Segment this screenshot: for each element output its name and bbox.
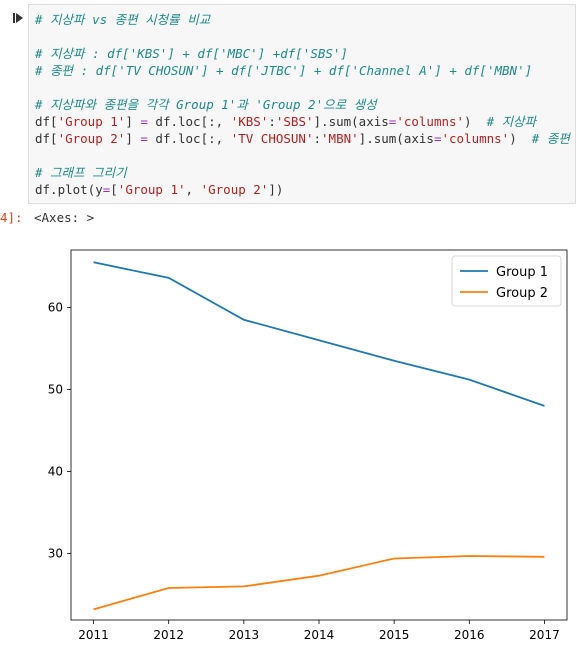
code-token: 'columns' (441, 131, 510, 146)
code-token: 'Group 1' (117, 182, 186, 197)
y-tick-label: 30 (48, 547, 63, 561)
code-token: df.plot(y (35, 182, 103, 197)
code-token: 'Group 2' (200, 182, 269, 197)
line-chart: 2011 2012 2013 2014 2015 2016 2017 30 40 50 60 Grou… (48, 249, 568, 642)
x-tick-label: 2016 (454, 628, 485, 642)
legend-label-1: Group 1 (496, 265, 548, 280)
code-token: # 종편 : df['TV CHOSUN'] + df['JTBC'] + df… (35, 63, 533, 78)
code-token: ] (125, 131, 141, 146)
code-token: 'Group 2' (57, 131, 126, 146)
code-line: # 그래프 그리기 (35, 164, 570, 181)
legend-box (451, 255, 562, 307)
code-line (35, 28, 570, 45)
code-token: # 종편 (531, 131, 570, 146)
code-line: # 지상파 : df['KBS'] + df['MBC'] +df['SBS'] (35, 45, 570, 62)
code-token: , (185, 182, 201, 197)
code-token: = (140, 131, 148, 146)
code-token: 'Group 1' (57, 114, 126, 129)
code-token: = (140, 114, 148, 129)
code-token: [ (110, 182, 118, 197)
code-token: df[ (35, 114, 58, 129)
code-token: ) (464, 114, 487, 129)
code-line: df['Group 1'] = df.loc[:, 'KBS':'SBS'].s… (35, 113, 570, 130)
code-input-area[interactable]: # 지상파 vs 종편 시청률 비교 # 지상파 : df['KBS'] + df… (28, 4, 576, 204)
run-cell-icon[interactable] (12, 12, 24, 24)
code-token: # 지상파와 종편을 각각 Group 1'과 'Group 2'으로 생성 (35, 97, 377, 112)
y-tick-label: 40 (48, 465, 63, 479)
code-token: 'MBN' (321, 131, 359, 146)
code-token: ) (509, 131, 532, 146)
code-line: df['Group 2'] = df.loc[:, 'TV CHOSUN':'M… (35, 130, 570, 147)
legend-label-2: Group 2 (496, 286, 548, 301)
code-token: # 지상파 vs 종편 시청률 비교 (35, 12, 211, 27)
code-token: = (102, 182, 111, 197)
code-token: : (268, 114, 276, 129)
x-tick-label: 2012 (153, 628, 184, 642)
series-line-2 (93, 555, 545, 611)
series-line-1 (93, 261, 545, 407)
code-token: = (433, 131, 442, 146)
code-token: # 지상파 (486, 114, 537, 129)
code-token: = (388, 114, 397, 129)
code-token: ]) (268, 182, 284, 197)
output-text: <Axes: > (34, 210, 95, 225)
x-tick-label: 2014 (304, 628, 335, 642)
code-token: 'TV CHOSUN' (230, 131, 314, 146)
code-line: df.plot(y=['Group 1', 'Group 2']) (35, 181, 570, 198)
code-line: # 지상파와 종편을 각각 Group 1'과 'Group 2'으로 생성 (35, 96, 570, 113)
code-line: # 종편 : df['TV CHOSUN'] + df['JTBC'] + df… (35, 62, 570, 79)
code-token: # 지상파 : df['KBS'] + df['MBC'] +df['SBS'] (35, 46, 348, 61)
code-line (35, 79, 570, 96)
code-token: 'SBS' (275, 114, 314, 129)
x-tick-label: 2017 (529, 628, 560, 642)
x-tick-label: 2013 (229, 628, 260, 642)
y-tick-label: 60 (48, 300, 63, 314)
code-token: # 그래프 그리기 (35, 165, 127, 180)
y-tick-label: 50 (48, 382, 63, 396)
code-token: ].sum(axis (313, 114, 389, 129)
code-token: df.loc[:, (147, 131, 231, 146)
code-token: df.loc[:, (147, 114, 231, 129)
code-line (35, 147, 570, 164)
code-token: : (313, 131, 322, 146)
code-token: 'KBS' (230, 114, 269, 129)
code-token: ].sum(axis (358, 131, 434, 146)
x-tick-label: 2015 (379, 628, 410, 642)
output-prompt: 4]: (0, 210, 23, 225)
code-token: 'columns' (396, 114, 465, 129)
code-editor[interactable]: # 지상파 vs 종편 시청률 비교 # 지상파 : df['KBS'] + df… (35, 11, 570, 198)
x-tick-label: 2011 (78, 628, 109, 642)
code-line: # 지상파 vs 종편 시청률 비교 (35, 11, 570, 28)
code-token: df[ (35, 131, 58, 146)
code-token: ] (125, 114, 141, 129)
